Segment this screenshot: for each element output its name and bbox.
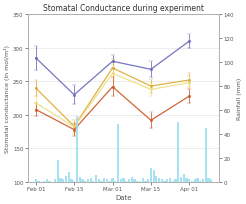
- Bar: [194, 180, 196, 182]
- Bar: [114, 181, 116, 182]
- Bar: [125, 181, 127, 182]
- Bar: [128, 180, 130, 182]
- Bar: [81, 180, 83, 182]
- Bar: [136, 181, 138, 182]
- Bar: [161, 180, 163, 182]
- Bar: [78, 177, 81, 182]
- Bar: [57, 161, 59, 182]
- Bar: [191, 181, 193, 182]
- Bar: [100, 181, 103, 182]
- Y-axis label: Stomatal conductance (in mol/m²): Stomatal conductance (in mol/m²): [4, 45, 10, 152]
- Bar: [98, 180, 100, 182]
- X-axis label: Date: Date: [115, 194, 132, 200]
- Bar: [76, 116, 78, 182]
- Bar: [166, 180, 169, 182]
- Bar: [180, 177, 182, 182]
- Bar: [103, 178, 106, 182]
- Bar: [84, 181, 86, 182]
- Bar: [123, 178, 124, 182]
- Bar: [183, 174, 185, 182]
- Bar: [174, 180, 177, 182]
- Bar: [120, 180, 122, 182]
- Bar: [46, 180, 48, 182]
- Bar: [106, 180, 108, 182]
- Bar: [70, 180, 73, 182]
- Bar: [210, 180, 212, 182]
- Bar: [37, 181, 40, 182]
- Bar: [43, 181, 45, 182]
- Bar: [147, 180, 149, 182]
- Bar: [109, 181, 111, 182]
- Bar: [54, 180, 56, 182]
- Bar: [196, 178, 199, 182]
- Bar: [35, 180, 37, 182]
- Bar: [62, 180, 64, 182]
- Bar: [133, 180, 136, 182]
- Bar: [188, 180, 190, 182]
- Bar: [68, 172, 70, 182]
- Bar: [111, 178, 114, 182]
- Bar: [153, 170, 155, 182]
- Bar: [169, 178, 171, 182]
- Bar: [87, 180, 89, 182]
- Bar: [150, 168, 152, 182]
- Title: Stomatal Conductance during experiment: Stomatal Conductance during experiment: [43, 4, 204, 13]
- Bar: [205, 128, 207, 182]
- Bar: [48, 181, 51, 182]
- Bar: [142, 178, 144, 182]
- Bar: [155, 176, 157, 182]
- Bar: [202, 180, 204, 182]
- Bar: [158, 178, 160, 182]
- Y-axis label: Rainfall (mm): Rainfall (mm): [237, 78, 242, 120]
- Bar: [65, 176, 67, 182]
- Bar: [144, 181, 147, 182]
- Bar: [95, 175, 97, 182]
- Bar: [59, 178, 62, 182]
- Bar: [92, 181, 94, 182]
- Bar: [73, 181, 75, 182]
- Bar: [90, 178, 92, 182]
- Bar: [172, 181, 174, 182]
- Bar: [164, 181, 166, 182]
- Bar: [199, 181, 201, 182]
- Bar: [131, 177, 133, 182]
- Bar: [177, 122, 179, 182]
- Bar: [117, 125, 119, 182]
- Bar: [207, 178, 210, 182]
- Bar: [185, 178, 188, 182]
- Bar: [139, 181, 141, 182]
